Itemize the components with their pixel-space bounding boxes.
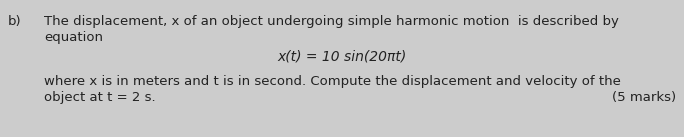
Text: (5 marks): (5 marks) [612, 91, 676, 104]
Text: equation: equation [44, 31, 103, 44]
Text: x(t) = 10 sin(20πt): x(t) = 10 sin(20πt) [278, 49, 406, 63]
Text: where x is in meters and t is in second. Compute the displacement and velocity o: where x is in meters and t is in second.… [44, 75, 621, 88]
Text: The displacement, x of an object undergoing simple harmonic motion  is described: The displacement, x of an object undergo… [44, 15, 619, 28]
Text: object at t = 2 s.: object at t = 2 s. [44, 91, 156, 104]
Text: b): b) [8, 15, 22, 28]
